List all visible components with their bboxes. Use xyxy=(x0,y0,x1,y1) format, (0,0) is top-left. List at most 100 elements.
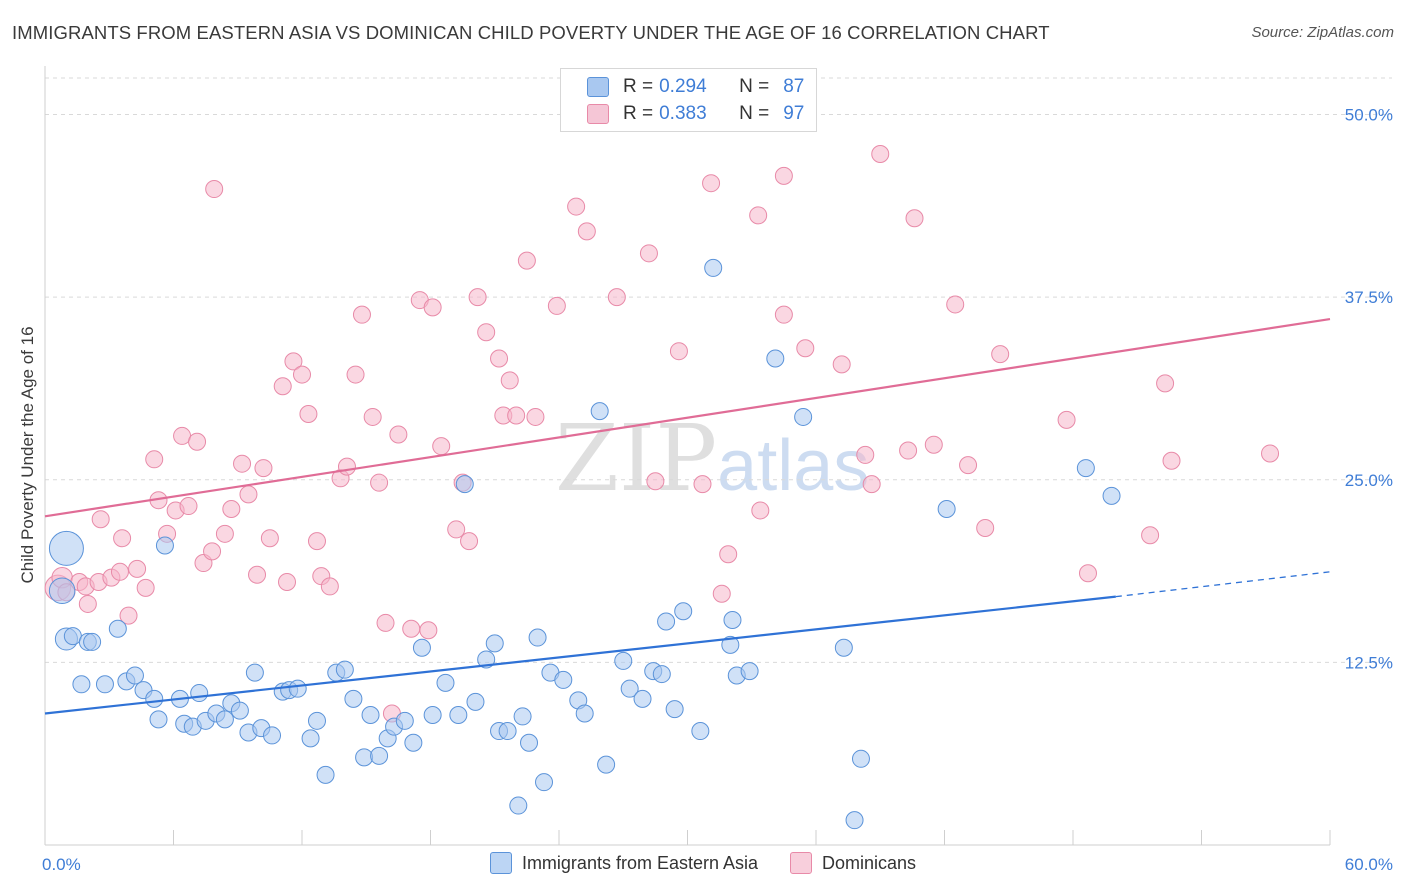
eastern-asia-point xyxy=(215,710,234,729)
dominican-point xyxy=(924,435,943,454)
r-value: 0.383 xyxy=(659,103,707,124)
dominican-point xyxy=(1162,451,1181,470)
eastern-asia-trend-line xyxy=(44,595,1116,715)
r-value: 0.294 xyxy=(659,76,707,97)
dominican-point xyxy=(128,559,147,578)
dominicans-points xyxy=(44,144,1280,723)
eastern-asia-point xyxy=(316,765,335,784)
eastern-asia-point xyxy=(355,748,374,767)
dominican-point xyxy=(432,437,451,456)
eastern-asia-point xyxy=(721,635,740,654)
x-tick-label-max: 60.0% xyxy=(1345,855,1393,874)
eastern-asia-point xyxy=(230,701,249,720)
dominican-point xyxy=(1261,444,1280,463)
dominican-point xyxy=(260,529,279,548)
dominican-point xyxy=(205,180,224,199)
n-label: N = xyxy=(739,76,770,97)
dominican-point xyxy=(1057,410,1076,429)
dominican-point xyxy=(113,529,132,548)
dominican-point xyxy=(507,406,526,425)
eastern-asia-point xyxy=(449,705,468,724)
dominican-point xyxy=(179,497,198,516)
n-value: 87 xyxy=(783,76,805,97)
dominican-point xyxy=(477,323,496,342)
eastern-asia-point xyxy=(63,627,82,646)
eastern-asia-point xyxy=(436,673,455,692)
dominican-point xyxy=(976,518,995,537)
dominican-point xyxy=(239,485,258,504)
correlation-legend: R = 0.294 N = 87 R = 0.383 N = 97 xyxy=(560,68,817,132)
legend-row-eastern-asia: R = 0.294 N = 87 xyxy=(587,74,804,100)
n-value: 97 xyxy=(783,103,805,124)
legend-swatch-blue xyxy=(489,852,512,874)
eastern-asia-point xyxy=(149,710,168,729)
dominican-point xyxy=(145,450,164,469)
eastern-asia-point xyxy=(48,577,76,605)
dominican-point xyxy=(78,594,97,613)
dominican-point xyxy=(577,222,596,241)
dominican-point xyxy=(299,405,318,424)
dominican-point xyxy=(490,349,509,368)
dominican-point xyxy=(547,296,566,315)
dominican-point xyxy=(517,251,536,270)
eastern-asia-point xyxy=(937,499,956,518)
dominican-point xyxy=(774,166,793,185)
eastern-asia-point xyxy=(674,602,693,621)
eastern-asia-point xyxy=(665,700,684,719)
eastern-asia-point xyxy=(361,705,380,724)
y-tick-label: 37.5% xyxy=(1345,288,1393,307)
trend-lines xyxy=(44,317,1331,715)
eastern-asia-point xyxy=(520,733,539,752)
eastern-asia-point xyxy=(477,650,496,669)
dominican-point xyxy=(607,288,626,307)
dominican-point xyxy=(248,565,267,584)
dominican-point xyxy=(856,445,875,464)
eastern-asia-point xyxy=(370,746,389,765)
eastern-asia-point xyxy=(48,530,84,566)
eastern-asia-point xyxy=(423,705,442,724)
eastern-asia-point xyxy=(145,689,164,708)
eastern-asia-point xyxy=(307,711,326,730)
dominican-point xyxy=(871,144,890,163)
eastern-asia-point xyxy=(344,689,363,708)
watermark-zip: ZIP xyxy=(555,405,718,512)
eastern-asia-point xyxy=(455,475,474,494)
eastern-asia-point xyxy=(72,675,91,694)
dominican-point xyxy=(203,542,222,561)
eastern-asia-point xyxy=(794,407,813,426)
eastern-asia-points xyxy=(48,258,1121,830)
r-label: R = xyxy=(623,103,654,124)
dominican-point xyxy=(749,206,768,225)
eastern-asia-point xyxy=(740,662,759,681)
eastern-asia-point xyxy=(704,258,723,277)
eastern-asia-point xyxy=(301,729,320,748)
legend-swatch-blue xyxy=(587,77,609,97)
dominican-point xyxy=(136,578,155,597)
eastern-asia-point xyxy=(657,612,676,631)
zipatlas-watermark: ZIPatlas xyxy=(555,405,869,512)
dominican-point xyxy=(693,475,712,494)
dominican-point xyxy=(91,510,110,529)
dominican-point xyxy=(905,209,924,228)
dominican-point xyxy=(254,459,273,478)
eastern-asia-point xyxy=(691,722,710,741)
dominican-point xyxy=(447,520,466,539)
dominican-point xyxy=(669,342,688,361)
eastern-asia-point xyxy=(1102,486,1121,505)
eastern-asia-point xyxy=(851,749,870,768)
series-legend: Immigrants from Eastern Asia Dominicans xyxy=(0,852,1406,874)
dominican-point xyxy=(959,456,978,475)
dominican-point xyxy=(1156,374,1175,393)
eastern-asia-point xyxy=(125,666,144,685)
legend-item-dominicans[interactable]: Dominicans xyxy=(790,852,916,874)
eastern-asia-point xyxy=(575,704,594,723)
eastern-asia-point xyxy=(535,773,554,792)
dominican-point xyxy=(273,377,292,396)
dominican-point xyxy=(284,352,303,371)
eastern-asia-point xyxy=(335,660,354,679)
dominican-point xyxy=(352,305,371,324)
legend-item-eastern-asia[interactable]: Immigrants from Eastern Asia xyxy=(489,852,758,874)
legend-label: Dominicans xyxy=(822,852,917,873)
dominican-point xyxy=(389,425,408,444)
